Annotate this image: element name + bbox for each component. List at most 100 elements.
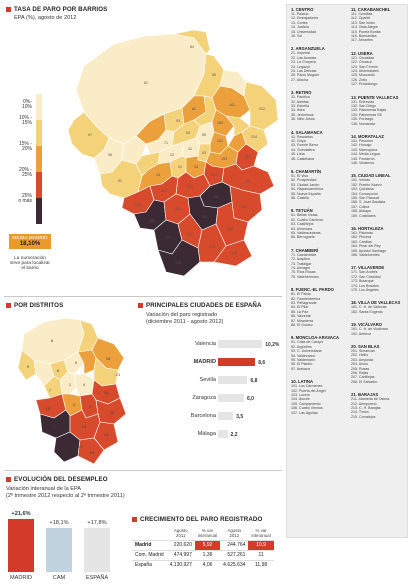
district-title: 8. FUENC.-EL PARDO [291,287,334,293]
barrio-item: 113. San Isidro [351,20,375,25]
map-label: 41 [188,147,192,151]
legend-swatch [36,198,42,224]
evolution-bar [84,528,110,572]
legend-item: 10% - 15% [4,116,46,146]
legend: 0%- 10% 10% - 15% 15% - 20% 20% - 25% 25% o … [4,94,46,224]
barrio-item: 104. Aluche [291,397,310,402]
table-row-label: Com. Madrid [132,549,167,561]
map-label: 161 [229,103,235,107]
evolution-value: +18,1% [49,519,69,526]
map-label: 3 [89,404,92,409]
district-title: 17. VILLAVERDE [351,265,385,271]
table-cell: 4,06 [194,559,221,570]
district-block: 9. MONCLOA-ARAVACA 91. Casa de Campo 92. A… [291,335,339,371]
evolution-bar-chart: +21,6% MADRID +18,1% CAM +17,8% ESPAÑA [6,508,126,584]
map-label: 14 [104,432,109,437]
barrio-item: 63. Castillejos [291,222,314,227]
barrio-item: 203. Amposta [351,357,373,362]
barrios-subtitle: EPA (%), agosto de 2012 [14,15,77,21]
barrio-item: 142. Horcajo [351,143,372,148]
district-title: 4. SALAMANCA [291,129,323,135]
district-title: 18. VILLA DE VALLECAS [351,300,401,306]
barrio-item: 141. Pavones [351,139,373,143]
legend-label: 0%- 10% [21,99,32,110]
map-label: 2 [73,402,76,407]
map-label: 15 [104,390,109,395]
legend-swatch [36,120,42,146]
map-label: 131 [187,185,193,189]
map-label: 17 [64,446,69,451]
barrio-item: 88. El Goloso [291,323,313,328]
distritos-map: 8 9 16 21 6 5 7 1 4 15 10 2 3 20 11 13 1… [17,317,127,465]
map-label: 201 [245,155,251,159]
map-label: 20 [110,410,115,415]
barrio-item: 56. Castilla [291,196,309,201]
district-block: 19. VICÁLVARO 191. C. H. de Vicálvaro 192.… [351,322,388,336]
legend-note: La numeración sirve para localizar el ba… [10,256,50,271]
table-row-label: Madrid [132,539,167,551]
district-title: 2. ARGANZUELA [291,46,325,52]
barrio-item: 156. S. Juan Bautista [351,200,386,205]
divider [4,296,282,297]
barrio-item: 91. Casa de Campo [291,340,323,345]
district-block: 17. VILLAVERDE 171. San Andrés 172. San Cr… [351,265,384,292]
district-title: 14. MORATALAZ [351,134,384,139]
barrio-item: 75. Ríos Rosas [291,270,316,275]
map-label: 104 [135,203,141,207]
media-madrid-box: MEDIA MADRID 18,10% [9,234,51,249]
table-cell: 220.620 [166,539,195,551]
map-label: 9 [27,364,30,369]
barrio-item: 162. Piovera [351,235,372,240]
city-value: 8,6 [258,359,266,366]
barrio-item: 94. Valdezarza [291,353,315,358]
distritos-title: POR DISTRITOS [6,302,63,309]
map-label: 182 [227,227,233,231]
map-label: 91 [118,179,122,183]
table-cell: 1,36 [194,549,221,561]
map-label: 181 [241,205,247,209]
district-block: 14. MORATALAZ 141. Pavones 142. Horcajo 143… [351,134,384,165]
crecimiento-table: Agosto 2011 % var interanual Agosto 2012 % … [132,528,274,570]
map-label: 173 [209,245,215,249]
table-cell: 11 [248,549,274,561]
barrio-item: 74. Almagro [291,266,311,271]
barrio-item: 127. Pradolongo [351,82,378,87]
barrio-item: 161. Palomas [351,231,373,235]
cities-bar-chart: Valencia 10,2% MADRID 8,6 Sevilla 6,8 Zaragoza… [150,340,282,448]
table-cell: 4.625.634 [220,559,249,570]
evolution-label: ESPAÑA [85,575,109,581]
city-label: Valencia [194,341,216,347]
district-title: 19. VICÁLVARO [351,322,383,328]
map-label: 12 [170,153,174,157]
barrio-item: 43. Fuente Berro [291,143,318,148]
barrio-item: 111. Comillas [351,12,373,16]
barrio-item: 51. El Viso [291,174,309,178]
barrio-item: 62. Cuatro Caminos [291,217,323,222]
barrio-item: 86. Valverde [291,314,311,319]
city-label: Zaragoza [192,395,216,401]
barrio-item: 45. Lista [291,152,305,157]
barrio-item: 201. Simancas [351,349,375,353]
city-label: Málaga [197,431,216,437]
barrio-item: 204. Arcos [351,362,368,367]
district-block: 18. VILLA DE VALLECAS 181. C. H. de Valle… [351,300,400,314]
map-label: 6 [57,368,60,373]
section-marker-icon [6,303,11,308]
barrio-item: 32. Adelfas [291,99,309,104]
map-label: 121 [175,207,181,211]
map-label: 31 [178,165,182,169]
city-bar [218,376,248,384]
barrio-item: 208. El Salvador [351,379,378,384]
map-label: 4 [83,382,86,387]
barrio-item: 133. Palomeras Bajas [351,108,387,113]
district-block: 4. SALAMANCA 41. Recoletos 42. Goya 43. Fue… [291,130,323,161]
city-value: 6,8 [250,377,258,384]
district-title: 16. HORTALEZA [351,226,384,231]
district-title: 12. USERA [351,50,373,56]
map-label: 21 [116,372,121,377]
map-label: 132 [213,195,219,199]
map-label: 11 [52,424,57,429]
barrio-item: 15. Universidad [291,29,316,34]
barrio-item: 81. El Pardo [291,292,311,297]
barrio-item: 121. Orcasitas [351,55,375,60]
